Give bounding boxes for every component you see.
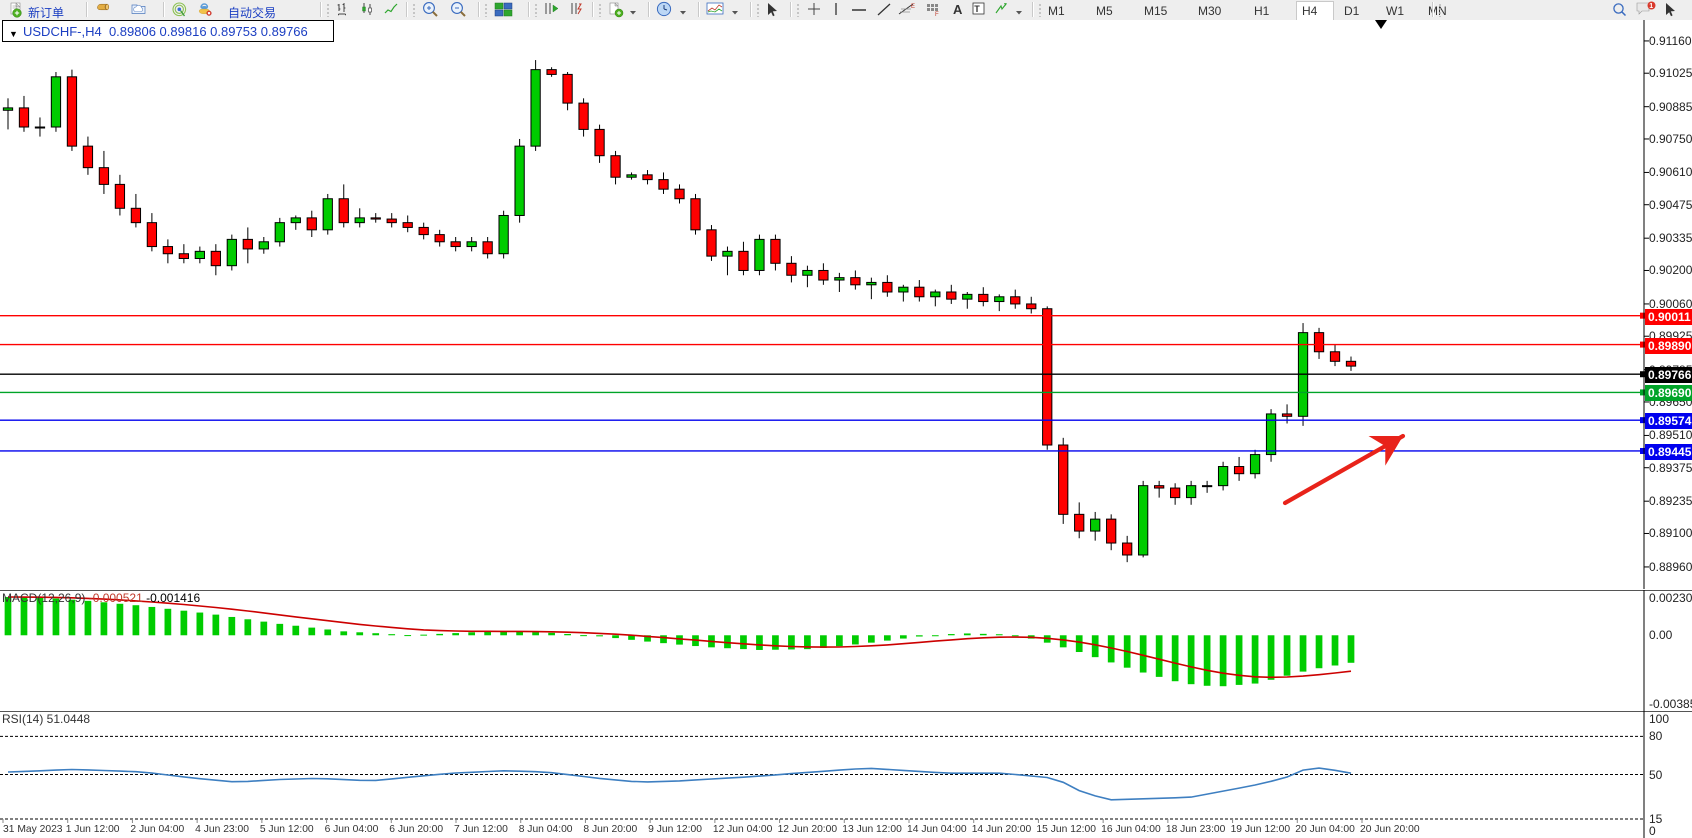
svg-text:T: T [974, 4, 980, 14]
svg-text:1: 1 [1649, 3, 1653, 10]
svg-text:E: E [911, 4, 915, 10]
svg-text:A: A [953, 2, 963, 17]
svg-text:F: F [935, 12, 939, 17]
